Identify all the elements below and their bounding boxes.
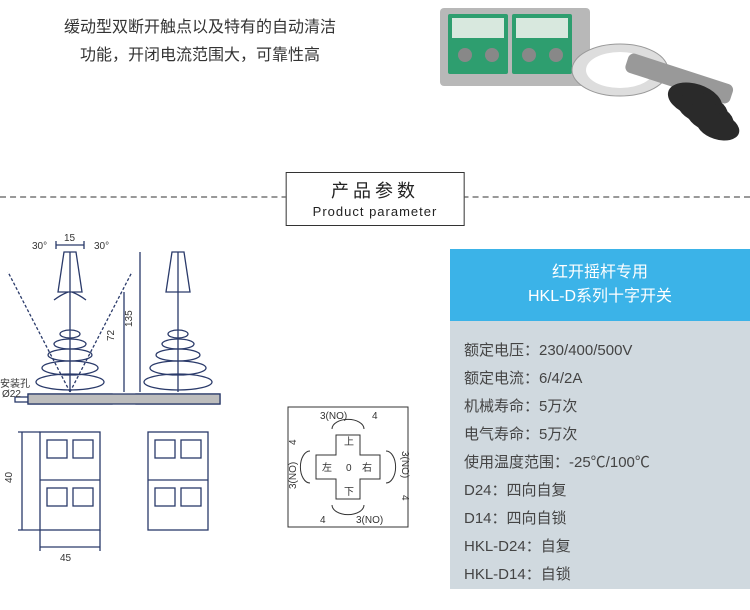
dim-135: 135	[124, 310, 135, 327]
spec-header: 红开摇杆专用 HKL-D系列十字开关	[450, 249, 750, 321]
contact-left-bot: 4	[288, 439, 299, 445]
cross-top: 上	[344, 436, 354, 448]
top-line-2: 功能，开闭电流范围大，可靠性高	[20, 42, 380, 70]
cross-bottom: 下	[344, 487, 354, 498]
section-title-cn: 产品参数	[313, 177, 438, 203]
technical-diagram: 30° 30° 15 72 135 40 45 安装孔 Ø22 上 左 右 下 …	[0, 227, 446, 602]
spec-row: 使用温度范围：-25℃/100℃	[464, 449, 736, 477]
dim-40: 40	[4, 471, 15, 483]
dim-45: 45	[60, 553, 72, 564]
dim-15: 15	[64, 233, 76, 244]
dim-30-left: 30°	[32, 241, 47, 252]
contact-bot-left: 4	[320, 515, 326, 526]
dim-30-right: 30°	[94, 241, 109, 252]
contact-top-left: 3(NO)	[320, 411, 347, 422]
spec-row: HKL-D24：自复	[464, 533, 736, 561]
contact-left-top: 3(NO)	[288, 462, 299, 489]
dim-72: 72	[106, 329, 117, 341]
spec-row: 额定电压：230/400/500V	[464, 337, 736, 365]
spec-row: 电气寿命：5万次	[464, 421, 736, 449]
spec-row: D24：四向自复	[464, 477, 736, 505]
section-title-en: Product parameter	[313, 204, 438, 219]
hole-diam: Ø22	[2, 389, 21, 400]
spec-row: 额定电流：6/4/2A	[464, 365, 736, 393]
section-divider: 产品参数 Product parameter	[0, 162, 750, 227]
spec-body: 额定电压：230/400/500V 额定电流：6/4/2A 机械寿命：5万次 电…	[450, 321, 750, 605]
section-title-box: 产品参数 Product parameter	[286, 172, 465, 226]
cross-right: 右	[362, 461, 372, 474]
top-line-1: 缓动型双断开触点以及特有的自动清洁	[20, 14, 380, 42]
contact-bot-right: 3(NO)	[356, 515, 383, 526]
spec-row: HKL-D14：自锁	[464, 561, 736, 589]
contact-right-top: 3(NO)	[399, 451, 410, 478]
contact-top-right: 4	[372, 411, 378, 422]
top-description: 缓动型双断开触点以及特有的自动清洁 功能，开闭电流范围大，可靠性高	[20, 10, 380, 70]
spec-row: 机械寿命：5万次	[464, 393, 736, 421]
cross-left: 左	[322, 461, 332, 474]
spec-row: D14：四向自锁	[464, 505, 736, 533]
contact-right-bot: 4	[399, 495, 410, 501]
cross-center: 0	[346, 463, 352, 474]
spec-header-line1: 红开摇杆专用	[450, 261, 750, 285]
product-photo	[430, 0, 750, 165]
spec-box: 红开摇杆专用 HKL-D系列十字开关 额定电压：230/400/500V 额定电…	[450, 249, 750, 589]
spec-header-line2: HKL-D系列十字开关	[450, 285, 750, 309]
